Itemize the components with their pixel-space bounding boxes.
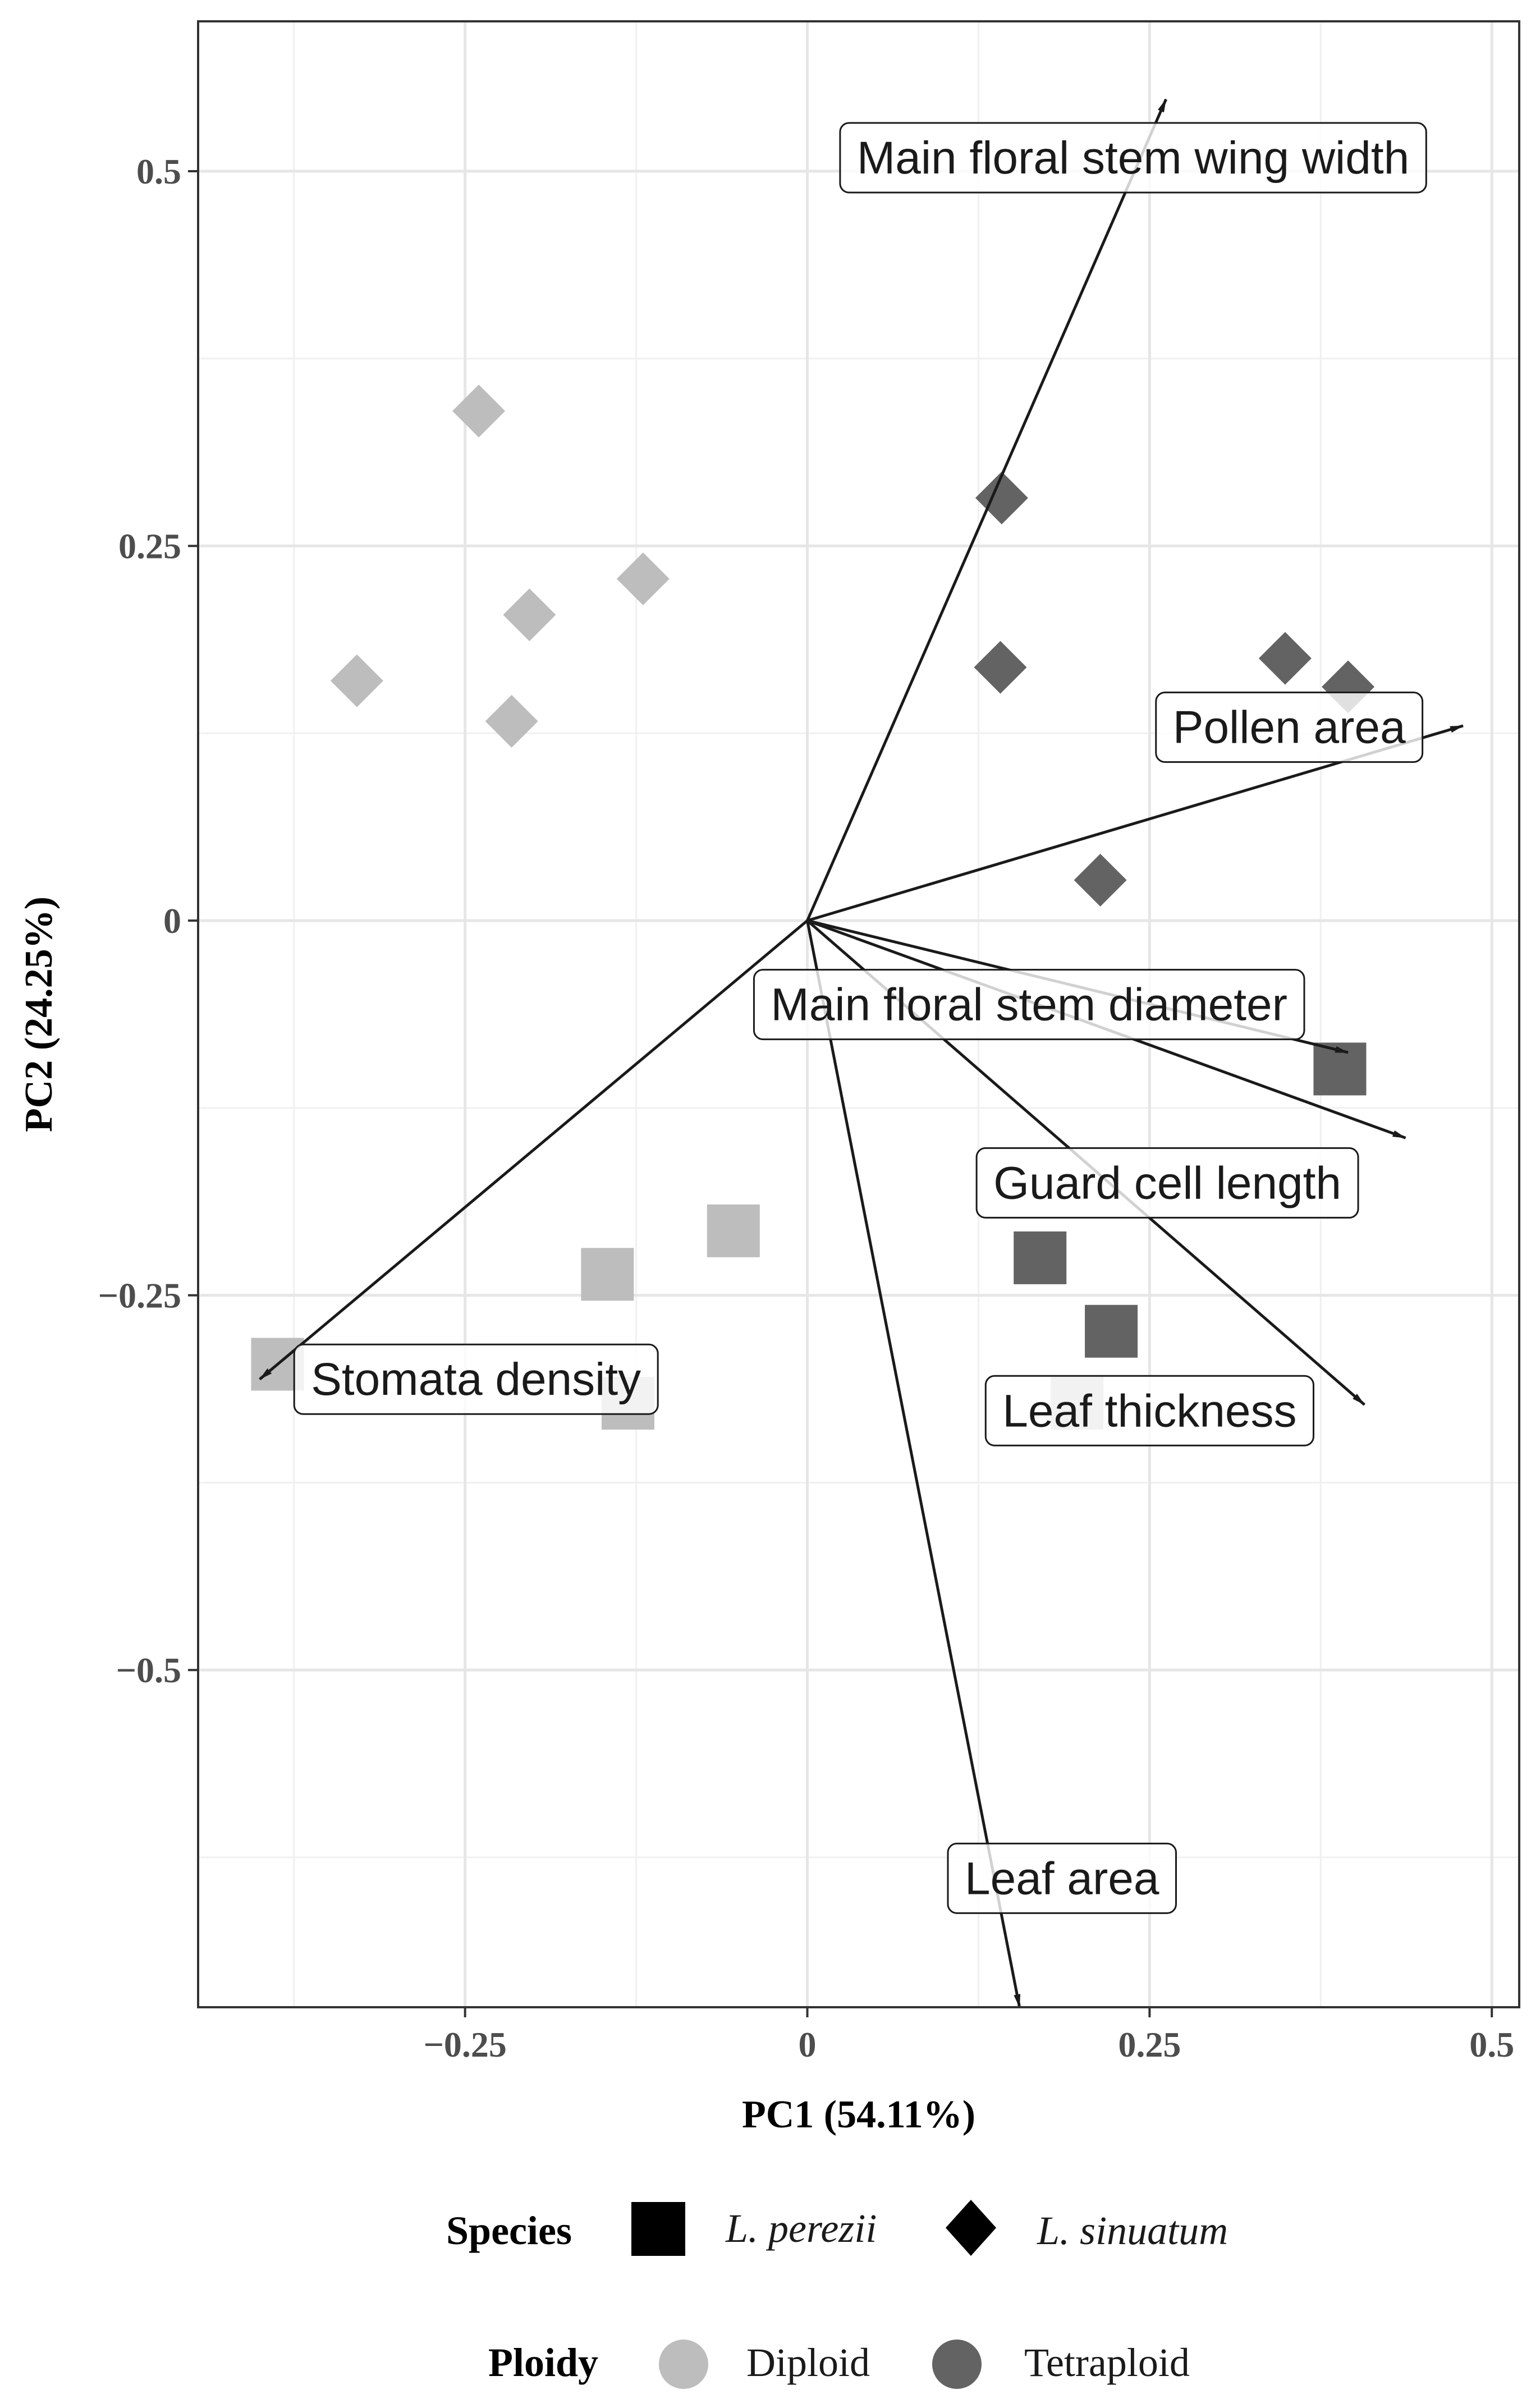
loading-label: Guard cell length	[975, 1147, 1359, 1219]
loading-label-text: Stomata density	[311, 1354, 641, 1405]
data-point-diamond	[1258, 631, 1312, 685]
data-point-diamond	[975, 471, 1028, 525]
legend-ploidy: Ploidy Diploid Tetraploid	[488, 2340, 1190, 2389]
y-tick-label: −0.25	[98, 1276, 181, 1316]
loading-label-box	[293, 1343, 659, 1415]
data-point-square	[1014, 1231, 1067, 1284]
legend-ploidy-tetraploid: Tetraploid	[1024, 2340, 1190, 2385]
x-axis-title: PC1 (54.11%)	[742, 2093, 975, 2136]
legend-ploidy-diploid: Diploid	[746, 2340, 870, 2385]
data-point-diamond	[974, 640, 1027, 694]
y-tick-label: 0.25	[118, 527, 181, 566]
loading-label: Pollen area	[1155, 692, 1424, 763]
loading-label: Main floral stem diameter	[753, 969, 1305, 1041]
data-point-diamond	[485, 694, 538, 748]
loading-label-box	[753, 969, 1305, 1041]
loading-label-box	[1155, 692, 1424, 763]
loading-arrow	[806, 920, 1021, 2008]
loading-label-box	[984, 1375, 1314, 1446]
loading-label-text: Leaf area	[965, 1853, 1159, 1904]
x-tick-label: 0	[799, 2025, 817, 2064]
loading-arrow	[806, 98, 1167, 922]
loading-label-box	[839, 122, 1427, 194]
loading-label-text: Leaf thickness	[1002, 1385, 1296, 1436]
legend-ploidy-title: Ploidy	[488, 2340, 598, 2385]
x-tick-label: 0.25	[1118, 2025, 1181, 2064]
data-point-square	[1085, 1304, 1138, 1358]
data-point-diamond	[452, 384, 506, 438]
y-tick-label: 0.5	[136, 152, 181, 191]
loading-label-box	[947, 1842, 1177, 1914]
legend-diploid-symbol	[659, 2340, 708, 2389]
x-axis: −0.25 0 0.25 0.5	[423, 2007, 1514, 2064]
loading-label-text: Main floral stem diameter	[771, 979, 1287, 1031]
data-point-square	[707, 1204, 760, 1257]
y-axis: 0.5 0.25 0 −0.25 −0.5	[98, 152, 198, 1690]
legend-species-perezii: L. perezii	[725, 2206, 877, 2251]
data-point-diamond	[616, 552, 670, 606]
loading-label: Leaf area	[947, 1842, 1177, 1914]
data-point-square	[581, 1248, 634, 1301]
data-point-diamond	[1074, 854, 1127, 907]
legend-species-sinuatum: L. sinuatum	[1037, 2208, 1228, 2253]
data-point-diamond	[503, 588, 556, 642]
legend-species: Species L. perezii L. sinuatum	[446, 2200, 1228, 2256]
y-tick-label: 0	[163, 901, 181, 941]
loading-label: Leaf thickness	[984, 1375, 1314, 1446]
legend-tetraploid-symbol	[932, 2340, 982, 2389]
y-tick-label: −0.5	[116, 1650, 181, 1690]
loading-arrow	[259, 919, 809, 1381]
loading-labels: Main floral stem wing width Pollen area Ma…	[293, 122, 1427, 1914]
legend-square-symbol	[631, 2202, 685, 2256]
data-points	[251, 384, 1375, 1430]
loading-label: Main floral stem wing width	[839, 122, 1427, 194]
loading-label-text: Pollen area	[1173, 702, 1406, 753]
loading-label-box	[975, 1147, 1359, 1219]
legend-species-title: Species	[446, 2208, 572, 2253]
loading-label-text: Guard cell length	[993, 1157, 1341, 1208]
loading-label: Stomata density	[293, 1343, 659, 1415]
loading-label-text: Main floral stem wing width	[857, 132, 1409, 184]
plot-border	[197, 20, 1520, 2008]
y-axis-title: PC2 (24.25%)	[17, 896, 61, 1132]
x-tick-label: −0.25	[423, 2025, 506, 2064]
data-point-diamond	[330, 654, 383, 707]
legend-diamond-symbol	[946, 2200, 996, 2256]
x-tick-label: 0.5	[1469, 2025, 1514, 2064]
